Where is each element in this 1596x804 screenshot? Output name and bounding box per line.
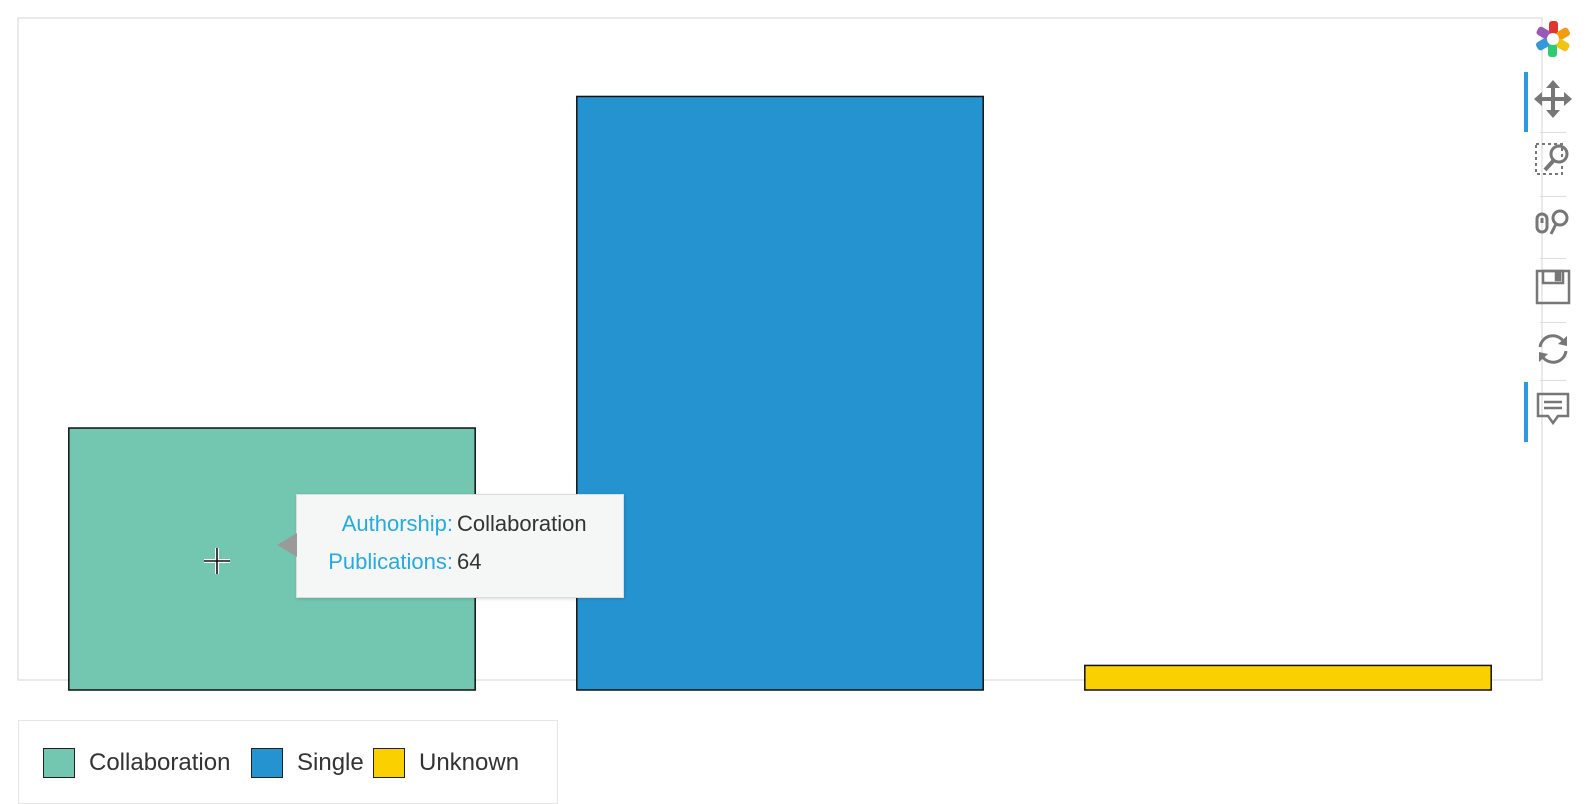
bar-unknown[interactable] — [1084, 664, 1492, 691]
toolbar-separator — [1540, 132, 1566, 133]
legend-label: Single — [297, 749, 364, 776]
legend: Collaboration Single Unknown — [18, 720, 558, 804]
toolbar-separator — [1540, 258, 1566, 259]
legend-label: Collaboration — [89, 749, 231, 776]
toolbar — [1524, 12, 1580, 442]
box-zoom-tool-icon[interactable] — [1526, 136, 1580, 182]
tooltip-label: Publications: — [328, 549, 453, 574]
reset-tool-icon[interactable] — [1526, 326, 1580, 372]
legend-swatch — [373, 748, 405, 778]
tooltip-label: Authorship: — [341, 511, 453, 536]
toolbar-separator — [1540, 196, 1566, 197]
tooltip-value: 64 — [457, 549, 482, 574]
hover-tooltip: Authorship: Collaboration Publications: … — [277, 494, 624, 598]
tooltip-arrow — [277, 533, 297, 557]
wheel-zoom-tool-icon[interactable] — [1526, 200, 1580, 246]
bar-single[interactable] — [576, 95, 984, 691]
tooltip-value: Collaboration — [457, 511, 587, 536]
crosshair-cursor-icon — [204, 548, 230, 574]
legend-item-collaboration[interactable]: Collaboration — [43, 747, 230, 779]
toolbar-separator — [1540, 322, 1566, 323]
hover-tool-icon[interactable] — [1524, 382, 1580, 442]
bokeh-logo-icon[interactable] — [1526, 16, 1580, 62]
toolbar-separator — [1540, 380, 1566, 381]
legend-swatch — [43, 748, 75, 778]
legend-label: Unknown — [419, 749, 520, 776]
bars-group — [68, 95, 1492, 691]
legend-item-unknown[interactable]: Unknown — [373, 747, 519, 779]
legend-item-single[interactable]: Single — [251, 747, 364, 779]
pan-tool-icon[interactable] — [1524, 72, 1580, 132]
save-tool-icon[interactable] — [1526, 264, 1580, 310]
legend-swatch — [251, 748, 283, 778]
